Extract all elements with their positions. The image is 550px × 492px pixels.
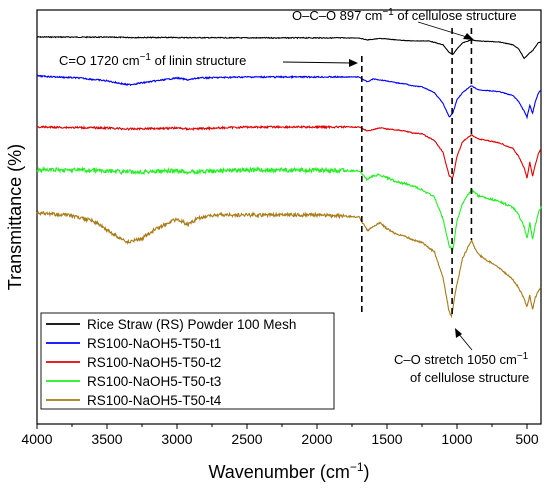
x-axis-title-sup: −1 [350,460,364,474]
x-tick-label-2000: 2000 [301,431,332,447]
x-axis-ticks: 4000 3500 3000 2500 2000 1500 1000 500 [21,424,539,447]
x-axis-title: Wavenumber (cm−1) [208,460,369,482]
annotation-897: O–C–O 897 cm−1 of cellulose structure [292,7,517,40]
y-axis-title: Transmittance (%) [5,144,25,290]
x-tick-label-3500: 3500 [91,431,122,447]
annotation-1720: C=O 1720 cm−1 of linin structure [59,52,358,68]
plot-frame [36,9,542,425]
legend-label-3: RS100-NaOH5-T50-t2 [87,355,221,370]
legend-label-1: Rice Straw (RS) Powder 100 Mesh [87,317,296,332]
svg-text:of cellulose structure: of cellulose structure [410,370,529,385]
x-tick-label-1000: 1000 [441,431,472,447]
legend-label-2: RS100-NaOH5-T50-t1 [87,336,221,351]
x-tick-label-4000: 4000 [21,431,52,447]
x-tick-label-1500: 1500 [371,431,402,447]
series-line-5 [36,210,542,319]
reference-lines [360,28,473,316]
series-layer [36,35,542,319]
series-line-2 [36,74,542,120]
x-tick-label-2500: 2500 [231,431,262,447]
series-line-1 [36,35,542,60]
series-line-4 [36,165,542,252]
series-line-3 [36,124,542,179]
svg-text:C–O stretch 1050 cm−1: C–O stretch 1050 cm−1 [394,351,529,367]
x-tick-label-3000: 3000 [161,431,192,447]
svg-text:O–C–O 897 cm−1 of cellulose st: O–C–O 897 cm−1 of cellulose structure [292,7,517,23]
annotation-1050: C–O stretch 1050 cm−1 of cellulose struc… [394,328,529,385]
legend-label-5: RS100-NaOH5-T50-t4 [87,393,222,408]
legend: Rice Straw (RS) Powder 100 Mesh RS100-NaO… [40,312,335,410]
svg-text:C=O 1720 cm−1 of linin structu: C=O 1720 cm−1 of linin structure [59,52,246,68]
x-tick-label-500: 500 [515,431,539,447]
legend-label-4: RS100-NaOH5-T50-t3 [87,374,221,389]
legend-box [40,312,335,410]
